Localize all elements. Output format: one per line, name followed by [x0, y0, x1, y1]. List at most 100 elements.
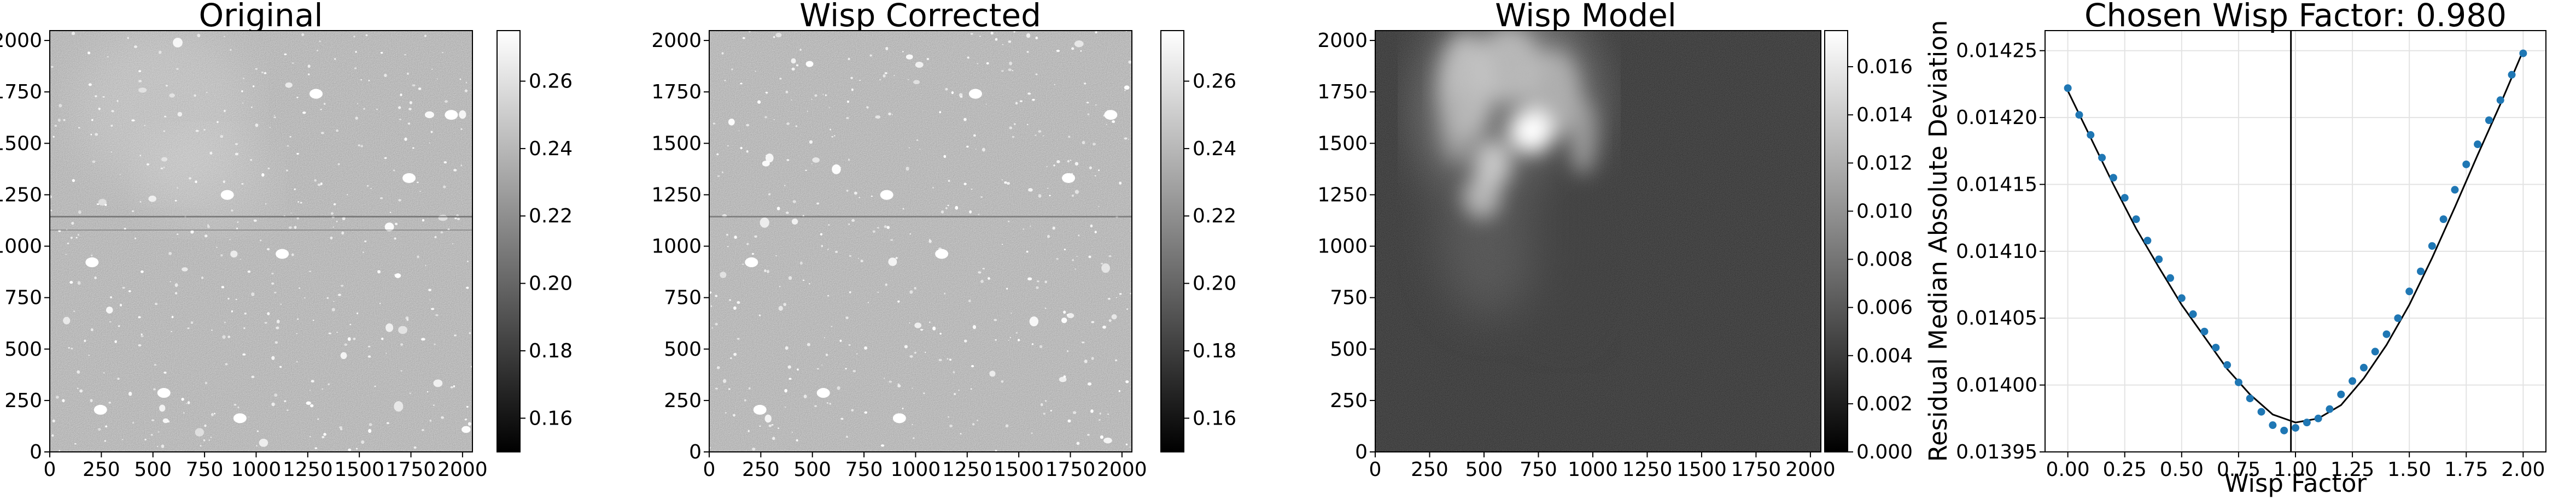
colorbar-wisp-corrected: 0.16 0.18 0.20 0.22 0.24 0.26 [1160, 30, 1236, 452]
data-point [2075, 111, 2083, 119]
data-point [2417, 267, 2425, 275]
data-point [2143, 237, 2152, 245]
panel-wisp-factor-scatter: Chosen Wisp Factor: 0.980 0.00 0.25 0.50 0.… [1924, 0, 2546, 498]
y-tick-label: 0.01410 [1956, 240, 2037, 263]
x-axis-ticks: 0 250 500 750 1000 1250 1500 1750 2000 [1369, 452, 1836, 481]
data-point [2257, 408, 2265, 416]
data-point [2508, 70, 2516, 79]
x-tick-label: 1750 [1045, 458, 1096, 481]
y-tick-label: 1000 [1317, 236, 1368, 258]
colorbar-tick-label: 0.18 [529, 340, 573, 362]
y-tick-label: 500 [664, 338, 702, 361]
stars-corrected [709, 31, 1132, 452]
colorbar-tick-label: 0.26 [1193, 70, 1236, 93]
colorbar-tick-label: 0.004 [1856, 345, 1913, 367]
x-tick-label: 500 [134, 458, 172, 481]
data-points [2064, 49, 2527, 434]
data-point [2485, 116, 2493, 124]
colorbar-tick-label: 0.16 [529, 407, 573, 430]
data-point [2246, 395, 2254, 403]
x-tick-label: 0.25 [2103, 458, 2147, 481]
data-point [2303, 419, 2311, 427]
data-point [2121, 193, 2129, 202]
data-point [2462, 160, 2470, 168]
y-tick-label: 1000 [651, 236, 702, 258]
x-axis-ticks: 0 250 500 750 1000 1250 1500 1750 2000 [44, 452, 488, 481]
data-point [2292, 423, 2299, 432]
y-tick-label: 1000 [0, 236, 42, 258]
y-axis-ticks: 0.01395 0.01400 0.01405 0.01410 0.01415 0.014… [1956, 40, 2045, 463]
y-tick-label: 2000 [1317, 30, 1368, 52]
data-point [2155, 255, 2163, 263]
data-point [2087, 131, 2095, 139]
y-axis-ticks: 0 250 500 750 1000 1250 1500 1750 2000 [0, 30, 50, 463]
data-point [2314, 414, 2322, 422]
colorbar-tick-label: 0.016 [1856, 56, 1913, 78]
y-tick-label: 250 [1330, 390, 1368, 412]
x-tick-label: 1.25 [2330, 458, 2374, 481]
x-tick-label: 1.00 [2274, 458, 2317, 481]
colorbar-tick-label: 0.18 [1193, 340, 1236, 362]
y-axis-ticks: 0 250 500 750 1000 1250 1500 1750 2000 [1317, 30, 1375, 463]
x-tick-label: 250 [1411, 458, 1448, 481]
panel-wisp-corrected: Wisp Corrected 0 250 500 750 1000 1250 1500 175… [651, 0, 1236, 481]
y-tick-label: 2000 [0, 30, 42, 52]
data-point [2166, 274, 2174, 282]
x-tick-label: 250 [83, 458, 120, 481]
x-tick-label: 500 [793, 458, 831, 481]
y-tick-label: 250 [664, 390, 702, 412]
colorbar-tick-label: 0.24 [1193, 138, 1236, 160]
data-point [2474, 140, 2482, 149]
data-point [2200, 327, 2209, 336]
x-tick-label: 2000 [437, 458, 488, 481]
x-tick-label: 500 [1465, 458, 1503, 481]
x-tick-label: 2000 [1097, 458, 1147, 481]
x-tick-label: 0.00 [2046, 458, 2090, 481]
data-point [2223, 361, 2232, 369]
data-point [2189, 310, 2197, 318]
colorbar-tick-label: 0.014 [1856, 104, 1913, 126]
data-point [2496, 96, 2504, 104]
grid [2045, 31, 2546, 452]
y-tick-label: 0.01425 [1956, 40, 2037, 62]
data-point [2234, 378, 2242, 386]
fit-line [2067, 50, 2524, 423]
colorbar-tick-label: 0.26 [529, 70, 573, 93]
x-tick-label: 2.00 [2501, 458, 2545, 481]
colorbar-tick-label: 0.012 [1856, 152, 1913, 174]
data-point [2212, 344, 2220, 352]
panel-wisp-model: Wisp Model 0 250 500 750 1000 1250 1500 1750 200… [1317, 0, 1913, 481]
y-axis-label: Residual Median Absolute Deviation [1924, 20, 1953, 462]
y-tick-label: 2000 [651, 30, 702, 52]
y-tick-label: 0 [1355, 441, 1368, 463]
data-point [2439, 215, 2448, 223]
y-tick-label: 1250 [1317, 184, 1368, 206]
colorbar-tick-label: 0.006 [1856, 297, 1913, 319]
colorbar-tick-label: 0.22 [1193, 205, 1236, 227]
data-point [2428, 242, 2436, 250]
data-point [2326, 405, 2334, 413]
data-point [2371, 348, 2379, 356]
y-tick-label: 1500 [1317, 132, 1368, 155]
colorbar-tick-label: 0.16 [1193, 407, 1236, 430]
colorbar-wisp-model: 0.000 0.002 0.004 0.006 0.008 0.010 0.012 0.014… [1824, 30, 1913, 463]
colorbar-tick-label: 0.000 [1856, 441, 1913, 463]
image-original [50, 31, 472, 452]
colorbar-tick-label: 0.24 [529, 138, 573, 160]
y-tick-label: 1500 [651, 132, 702, 155]
x-tick-label: 1250 [1622, 458, 1673, 481]
colorbar-tick-label: 0.010 [1856, 200, 1913, 222]
y-tick-label: 0.01395 [1956, 441, 2037, 463]
x-tick-label: 2000 [1785, 458, 1836, 481]
data-point [2451, 186, 2459, 194]
x-tick-label: 1.50 [2387, 458, 2431, 481]
x-tick-label: 0 [703, 458, 716, 481]
y-tick-label: 750 [664, 287, 702, 309]
image-wisp-corrected [709, 31, 1132, 452]
y-tick-label: 1750 [0, 81, 42, 103]
colorbar-original: 0.16 0.18 0.20 0.22 0.24 0.26 [496, 30, 573, 452]
x-axis-ticks: 0 250 500 750 1000 1250 1500 1750 2000 [703, 452, 1147, 481]
x-tick-label: 1.75 [2444, 458, 2488, 481]
data-point [2177, 294, 2186, 302]
data-point [2098, 154, 2106, 162]
